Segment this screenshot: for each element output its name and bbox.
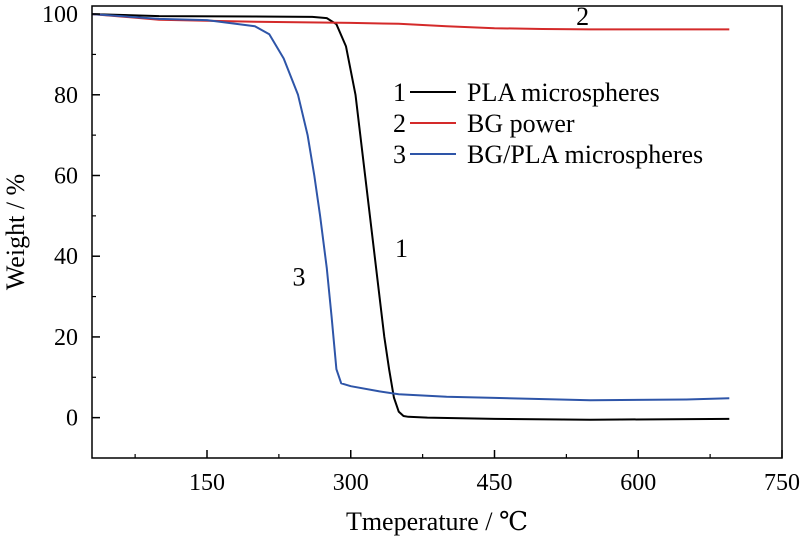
legend: 1 PLA microspheres 2 BG power 3 BG/PLA micros… <box>393 78 703 169</box>
y-tick-label: 100 <box>42 2 78 28</box>
curve-label: 1 <box>395 234 408 263</box>
x-tick-label: 750 <box>764 470 800 496</box>
curve-annotations: 123 <box>293 2 590 291</box>
y-tick-label: 40 <box>54 244 78 270</box>
y-tick-label: 0 <box>66 406 78 432</box>
curve-label: 2 <box>576 2 589 31</box>
x-axis-title: Tmeperature / ℃ <box>346 507 528 536</box>
series-line-3 <box>92 13 730 402</box>
legend-id: 1 <box>393 78 406 107</box>
legend-label: BG/PLA microspheres <box>467 140 703 169</box>
y-tick-label: 60 <box>54 164 78 190</box>
plot-frame <box>91 5 783 459</box>
series-line-2 <box>92 13 730 31</box>
curve-label: 3 <box>293 262 306 291</box>
legend-label: PLA microspheres <box>467 78 660 107</box>
y-tick-label: 20 <box>54 325 78 351</box>
x-tick-label: 150 <box>189 470 225 496</box>
x-tick-label: 300 <box>333 470 369 496</box>
legend-id: 3 <box>393 140 406 169</box>
x-tick-label: 450 <box>477 470 513 496</box>
x-tick-label: 600 <box>620 470 656 496</box>
series-line-1 <box>92 13 730 421</box>
legend-label: BG power <box>467 109 575 138</box>
series-layer <box>92 13 730 421</box>
y-tick-label: 80 <box>54 83 78 109</box>
y-axis-ticks: 0 20 40 60 80 100 <box>42 2 100 432</box>
y-axis-title: Weight / % <box>1 174 30 290</box>
x-axis-ticks: 150 300 450 600 750 <box>134 450 800 496</box>
legend-id: 2 <box>393 109 406 138</box>
